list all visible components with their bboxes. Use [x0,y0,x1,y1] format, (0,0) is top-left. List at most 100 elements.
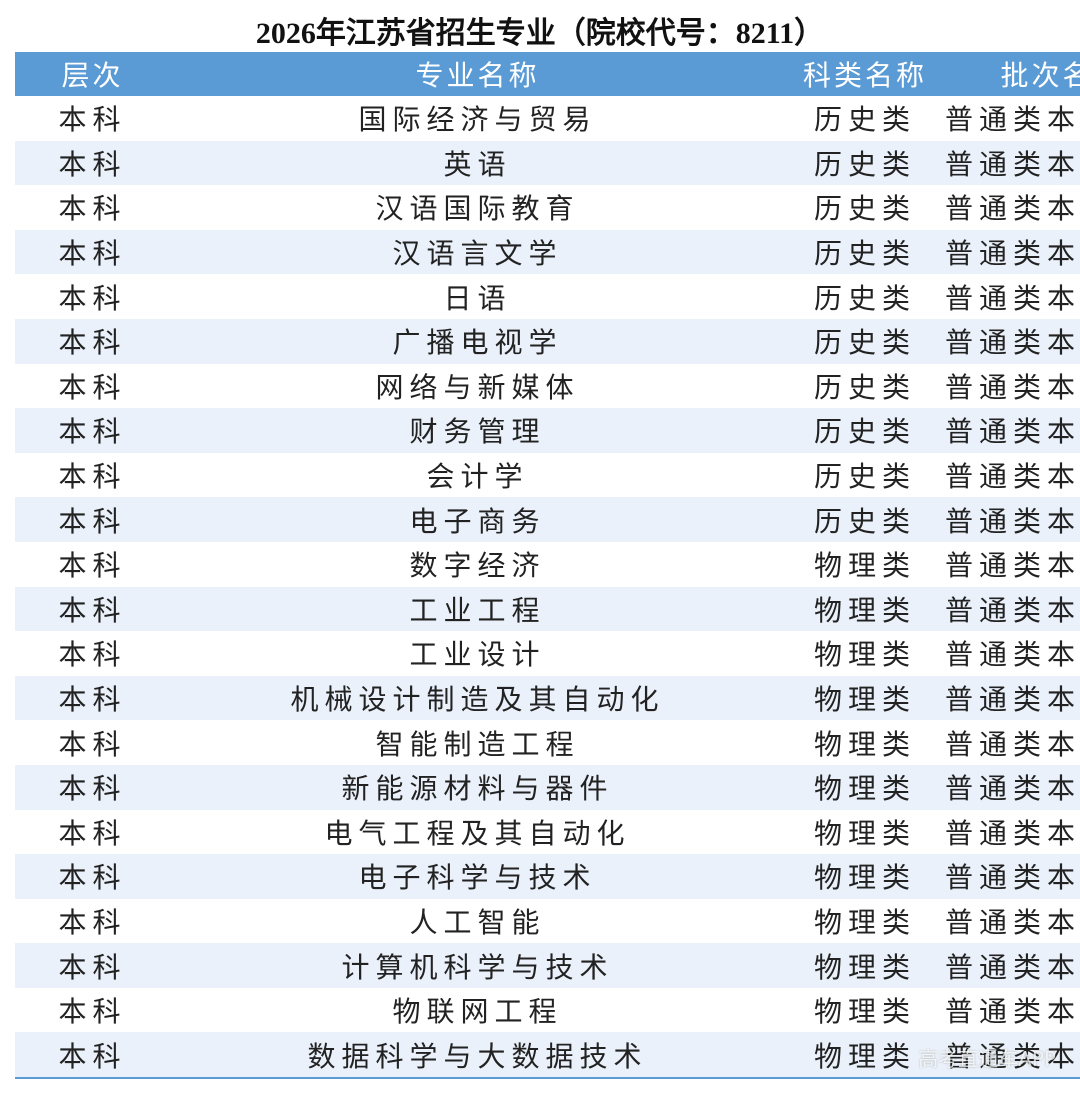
table-row: 本科英语历史类普通类本科院校 [15,140,1080,186]
table-cell: 本科 [58,549,127,583]
table-cell: 普通类本科院校 [945,103,1080,137]
table-row: 本科 网络与新媒体 历史类普通类本科院校 [15,364,1080,409]
table-cell: 历史类 [785,229,945,275]
table-cell: 历史类 [813,192,916,226]
table-cell: 物理类 [813,905,916,939]
table-cell: 本科 [15,943,170,988]
table-cell: 普通类本科院校 [945,638,1080,672]
table-cell: 本科 [58,103,127,137]
table-cell: 历史类 [785,140,945,186]
header-cell: 专业名称 [170,52,785,96]
table-cell: 物联网工程 [392,995,563,1029]
table-cell: 本科 [15,764,170,810]
table-row: 本科汉语言文学历史类普通类本科院校 [15,229,1080,275]
table-cell: 物理类 [813,816,916,850]
table-cell: 广播电视学 [170,318,785,364]
table-cell: 普通类本科院校 [945,727,1080,761]
table-cell: 普通类本科院校 [945,408,1080,453]
table-cell: 本科 [58,816,127,850]
table-cell: 本科 [15,229,170,275]
table-row: 本科 数字经济 物理类普通类本科院校 [15,542,1080,587]
table-cell: 本科 [58,638,127,672]
table-cell: 历史类 [813,281,916,315]
header-cell: 层次 [15,52,170,96]
table-cell: 国际经济与贸易 [358,103,597,137]
table-cell: 计算机科学与技术 [170,943,785,988]
table-cell: 物理类 [785,764,945,810]
table-cell: 物理类 [785,586,945,632]
table-cell: 本科 [15,408,170,453]
table-row: 本科 日语 历史类普通类本科院校 [15,274,1080,319]
table-row: 本科 会计学 历史类普通类本科院校 [15,453,1080,498]
table-cell: 本科 [58,460,127,494]
table-cell: 普通类本科院校 [945,318,1080,364]
table-cell: 普通类本科院校 [945,140,1080,186]
table-cell: 普通类本科院校 [945,281,1080,315]
table-cell: 本科 [15,586,170,632]
table-cell: 本科 [58,192,127,226]
table-cell: 普通类本科院校 [945,497,1080,542]
table-cell: 本科 [15,497,170,542]
table-cell: 历史类 [813,370,916,404]
table-cell: 历史类 [785,497,945,542]
table-cell: 物理类 [813,727,916,761]
table-cell: 汉语言文学 [170,229,785,275]
table-cell: 网络与新媒体 [375,370,580,404]
table-cell: 电气工程及其自动化 [324,816,631,850]
table-cell: 本科 [58,281,127,315]
table-cell: 英语 [170,140,785,186]
table-row: 本科 汉语国际教育 历史类普通类本科院校 [15,185,1080,230]
table-cell: 本科 [58,727,127,761]
table-row: 本科 物联网工程 物理类普通类本科院校 [15,988,1080,1033]
table-cell: 物理类 [785,854,945,899]
table-row: 本科 工业设计 物理类普通类本科院校 [15,631,1080,676]
table-cell: 物理类 [813,995,916,1029]
table-cell: 普通类本科院校 [945,229,1080,275]
table-cell: 历史类 [813,460,916,494]
table: 层次专业名称科类名称批次名称 本科国际经济与贸易历史类普通类本科院校本科英语历史… [15,52,1080,1080]
table-row: 本科计算机科学与技术物理类普通类本科院校 [15,943,1080,988]
table-cell: 普通类本科院校 [945,995,1080,1029]
table-cell: 普通类本科院校 [945,675,1080,721]
table-cell: 普通类本科院校 [945,370,1080,404]
table-cell: 物理类 [785,1032,945,1079]
table-cell: 人工智能 [409,905,546,939]
table-cell: 智能制造工程 [375,727,580,761]
table-cell: 普通类本科院校 [945,854,1080,899]
table-row: 本科 人工智能 物理类普通类本科院校 [15,899,1080,944]
table-row: 本科机械设计制造及其自动化物理类普通类本科院校 [15,675,1080,721]
table-cell: 电子科学与技术 [170,854,785,899]
table-cell: 物理类 [785,943,945,988]
table-cell: 本科 [15,1032,170,1079]
table-row: 本科财务管理历史类普通类本科院校 [15,408,1080,453]
table-body: 本科国际经济与贸易历史类普通类本科院校本科英语历史类普通类本科院校本科汉语国际教… [15,96,1080,1079]
table-cell: 本科 [15,675,170,721]
table-cell: 机械设计制造及其自动化 [170,675,785,721]
table-cell: 普通类本科院校 [945,905,1080,939]
table-row: 本科广播电视学历史类普通类本科院校 [15,318,1080,364]
table-row: 本科 国际经济与贸易 历史类普通类本科院校 [15,96,1080,141]
table-cell: 工业工程 [170,586,785,632]
header-cell: 科类名称 [785,52,945,96]
table-cell: 普通类本科院校 [945,460,1080,494]
table-cell: 本科 [15,140,170,186]
table-cell: 日语 [443,281,512,315]
table-cell: 普通类本科院校 [945,1032,1080,1079]
header-cell: 批次名称 [945,52,1080,96]
table-cell: 普通类本科院校 [945,192,1080,226]
table-row: 本科 电气工程及其自动化 物理类普通类本科院校 [15,810,1080,855]
table-cell: 会计学 [426,460,529,494]
table-row: 本科电子商务历史类普通类本科院校 [15,497,1080,542]
table-cell: 财务管理 [170,408,785,453]
watermark: 高考直通车APP [918,1047,1056,1071]
table-row: 本科 智能制造工程 物理类普通类本科院校 [15,720,1080,765]
table-cell: 历史类 [785,318,945,364]
table-cell: 历史类 [813,103,916,137]
header-row: 层次专业名称科类名称批次名称 [15,52,1080,96]
table-cell: 普通类本科院校 [945,586,1080,632]
table-row: 本科工业工程物理类普通类本科院校 [15,586,1080,632]
table-cell: 工业设计 [409,638,546,672]
table-row: 本科数据科学与大数据技术物理类普通类本科院校 [15,1032,1080,1079]
table-cell: 普通类本科院校 [945,943,1080,988]
title: 2026年江苏省招生专业（院校代号：8211） [255,17,825,50]
